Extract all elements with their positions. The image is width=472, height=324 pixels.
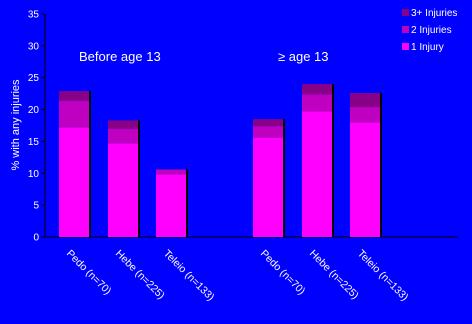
legend-label-1: 2 Injuries <box>411 25 452 36</box>
legend-label-0: 3+ Injuries <box>411 8 457 19</box>
bar-segment-1-injury-2 <box>156 174 186 237</box>
bar-segment-3-injuries-4 <box>302 84 332 95</box>
bar-segment-1-injury-4 <box>302 111 332 237</box>
y-tick-label: 0 <box>33 233 39 244</box>
legend-label-2: 1 Injury <box>411 42 444 53</box>
bar-segment-2-injuries-4 <box>302 94 332 112</box>
bar-segment-2-injuries-1 <box>108 128 138 144</box>
y-tick-label: 5 <box>33 201 39 212</box>
bar-segment-1-injury-1 <box>108 143 138 237</box>
bar-segment-3-injuries-3 <box>253 119 283 127</box>
bar-segment-3-injuries-5 <box>350 93 380 108</box>
bar-segment-2-injuries-2 <box>156 169 186 175</box>
category-label-2: Teleio (n=133) <box>161 248 217 304</box>
legend-swatch-2 <box>402 43 409 50</box>
y-ticks: 0 5 10 15 20 25 30 35 <box>28 10 45 244</box>
bar-segment-2-injuries-3 <box>253 126 283 138</box>
bar-shadow <box>89 91 91 237</box>
bar-segment-2-injuries-0 <box>59 100 89 128</box>
legend-swatch-1 <box>402 26 409 33</box>
y-tick-label: 20 <box>28 105 40 116</box>
category-label-3: Pedo (n=70) <box>258 248 308 298</box>
bar-segment-3-injuries-1 <box>108 120 138 129</box>
bar-segment-3-injuries-0 <box>59 91 89 101</box>
category-label-5: Teleio (n=133) <box>355 248 411 304</box>
y-axis-title: % with any injuries <box>10 79 22 171</box>
bar-shadow <box>186 169 188 237</box>
bar-segment-1-injury-5 <box>350 122 380 237</box>
y-tick-label: 35 <box>28 10 40 21</box>
y-tick-label: 15 <box>28 137 40 148</box>
bar-shadow <box>283 119 285 237</box>
category-labels: Pedo (n=70) Hebe (n=225)Teleio (n=133) Ped… <box>64 248 411 304</box>
bar-shadow <box>332 84 334 237</box>
y-tick-label: 30 <box>28 41 40 52</box>
bars <box>59 84 382 238</box>
y-tick-label: 25 <box>28 73 40 84</box>
y-tick-label: 10 <box>28 169 40 180</box>
legend: 3+ Injuries 2 Injuries 1 Injury <box>402 8 457 53</box>
category-label-0: Pedo (n=70) <box>64 248 114 298</box>
category-label-4: Hebe (n=225) <box>307 248 361 302</box>
group-labels: Before age 13 ≥ age 13 <box>79 49 329 64</box>
bar-segment-1-injury-0 <box>59 127 89 237</box>
group-label-0: Before age 13 <box>79 49 161 64</box>
category-label-1: Hebe (n=225) <box>113 248 167 302</box>
bar-shadow <box>380 93 382 238</box>
legend-swatch-0 <box>402 9 409 16</box>
bar-shadow <box>138 120 140 237</box>
axes <box>44 14 458 238</box>
bar-segment-1-injury-3 <box>253 137 283 237</box>
group-label-1: ≥ age 13 <box>278 49 329 64</box>
bar-segment-2-injuries-5 <box>350 107 380 123</box>
